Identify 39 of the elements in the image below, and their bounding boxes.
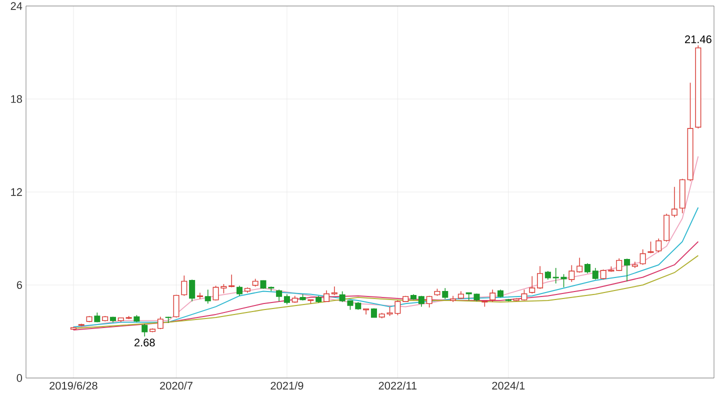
candlestick: [236, 285, 243, 296]
x-tick-label: 2020/7: [160, 382, 192, 390]
candlestick: [204, 289, 211, 304]
candlestick: [537, 266, 544, 290]
line-series: [72, 207, 699, 328]
y-tick-label: 24: [10, 2, 22, 10]
candlestick: [442, 288, 448, 300]
x-tick-label: 2022/11: [378, 382, 417, 390]
candlestick: [276, 289, 282, 302]
candlestick: [363, 308, 370, 315]
y-tick-label: 12: [11, 188, 22, 196]
candlestick: [490, 289, 496, 302]
candlestick: [640, 248, 646, 266]
candlestick: [228, 274, 235, 288]
candlestick: [181, 275, 188, 296]
y-tick-label: 18: [11, 95, 22, 103]
candlestick: [656, 238, 662, 253]
annotation: 2.68: [134, 338, 155, 346]
candlestick: [157, 316, 164, 330]
candlestick: [529, 276, 536, 294]
candlestick: [671, 186, 678, 218]
candlestick: [189, 279, 196, 302]
candlestick: [624, 258, 630, 282]
y-tick-label: 6: [16, 281, 22, 289]
candlestick: [592, 268, 598, 280]
candlestick: [284, 294, 290, 305]
candlestick: [568, 264, 575, 282]
x-tick-label: 2019/6/28: [50, 382, 98, 390]
candlestick: [196, 292, 203, 300]
line-series: [72, 241, 699, 330]
candlestick: [173, 294, 180, 318]
x-tick-label: 2024/1: [492, 382, 525, 390]
candlestick: [576, 257, 583, 273]
annotation: 21.46: [685, 35, 712, 44]
x-tick-label: 2021/9: [270, 382, 304, 390]
candlestick: [142, 323, 148, 337]
y-tick-label: 0: [16, 374, 22, 382]
candlestick: [584, 262, 590, 274]
candlestick: [616, 258, 622, 272]
